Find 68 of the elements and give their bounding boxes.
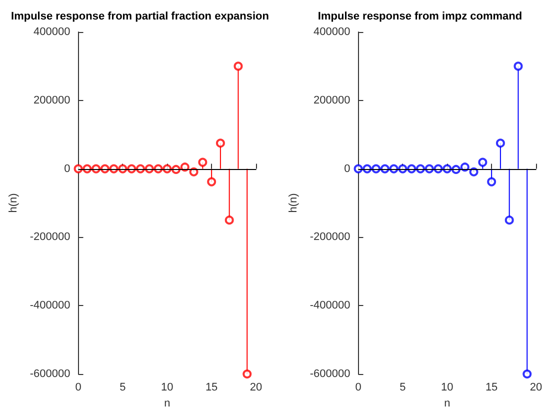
- point: [372, 164, 381, 174]
- point: [514, 62, 523, 71]
- point: [224, 216, 234, 225]
- x-tick-label: 0: [75, 382, 82, 394]
- x-tick-label: 15: [485, 382, 498, 394]
- point: [362, 164, 372, 174]
- point: [434, 164, 443, 174]
- point: [522, 370, 532, 378]
- point: [109, 164, 118, 174]
- point: [136, 164, 145, 174]
- y-tick-label: -200000: [310, 231, 350, 244]
- y-axis-title: h(n): [8, 193, 20, 213]
- point: [407, 164, 416, 174]
- y-tick-label: -600000: [30, 368, 70, 380]
- x-tick-label: 15: [205, 382, 218, 394]
- y-tick-label: 200000: [34, 94, 70, 106]
- point: [100, 164, 110, 174]
- point: [172, 164, 181, 174]
- point: [416, 164, 425, 174]
- point: [144, 164, 154, 174]
- y-tick-label: -400000: [30, 300, 70, 312]
- y-tick-label: 200000: [314, 94, 350, 106]
- y-tick-label: 0: [64, 162, 70, 175]
- point: [207, 177, 216, 186]
- point: [216, 138, 225, 148]
- point: [127, 164, 136, 174]
- point: [389, 164, 398, 174]
- y-tick-label: -200000: [30, 231, 70, 244]
- point: [478, 158, 488, 167]
- x-axis-title: n: [444, 397, 450, 410]
- point: [92, 164, 101, 174]
- point: [82, 164, 92, 174]
- x-tick-label: 5: [120, 382, 126, 394]
- y-tick-label: -600000: [310, 368, 350, 380]
- x-tick-label: 5: [400, 382, 406, 394]
- point: [354, 164, 363, 174]
- point: [380, 164, 390, 174]
- y-tick-label: 400000: [34, 26, 70, 38]
- x-tick-label: 20: [250, 382, 262, 394]
- point: [234, 62, 243, 71]
- point: [242, 370, 252, 378]
- x-tick-label: 0: [355, 382, 362, 394]
- point: [154, 164, 163, 174]
- point: [189, 167, 198, 176]
- point: [180, 162, 190, 172]
- point: [198, 158, 208, 167]
- chart-title: Impulse response from partial fraction expansion: [11, 10, 270, 22]
- point: [162, 164, 172, 174]
- point: [460, 162, 470, 172]
- y-tick-label: 0: [344, 162, 350, 175]
- x-tick-label: 10: [161, 382, 174, 394]
- point: [424, 164, 434, 174]
- y-axis-title: h(n): [288, 193, 300, 213]
- point: [398, 164, 408, 174]
- y-tick-label: -400000: [310, 300, 350, 312]
- x-axis-title: n: [164, 397, 170, 410]
- point: [496, 138, 505, 148]
- y-tick-label: 400000: [314, 26, 350, 38]
- point: [469, 167, 478, 176]
- x-tick-label: 10: [441, 382, 454, 394]
- point: [74, 164, 83, 174]
- point: [452, 164, 461, 174]
- point: [442, 164, 452, 174]
- point: [504, 216, 514, 225]
- chart-title: Impulse response from impz command: [318, 10, 522, 22]
- point: [487, 177, 496, 186]
- point: [118, 164, 128, 174]
- x-tick-label: 20: [530, 382, 542, 394]
